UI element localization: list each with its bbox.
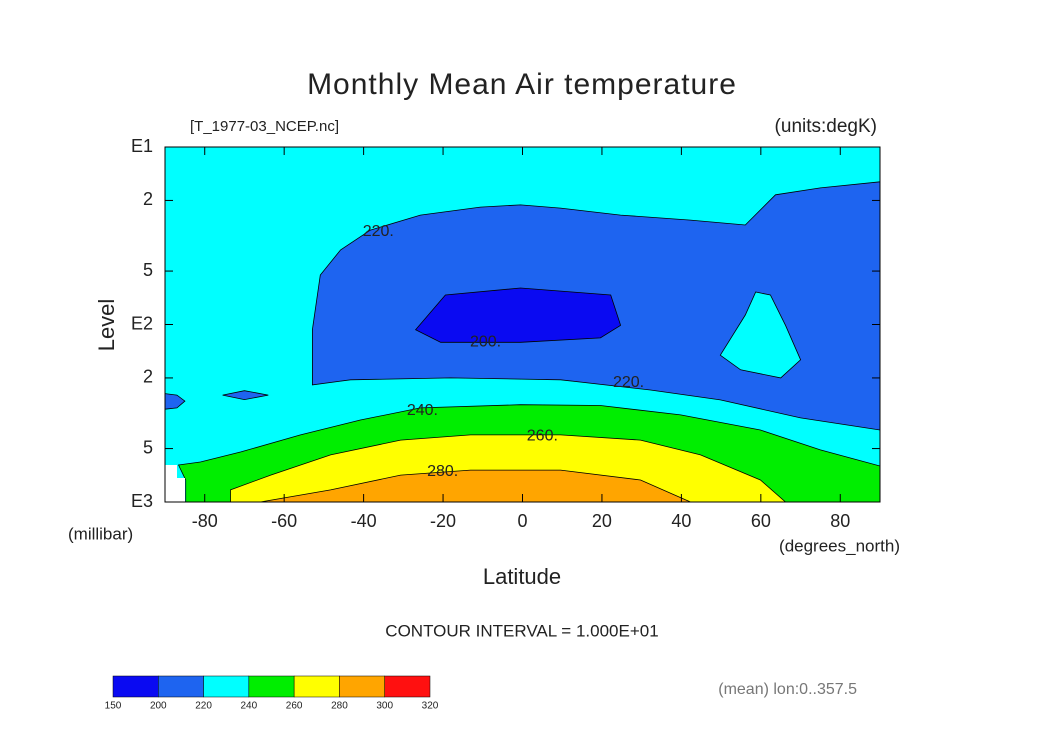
x-tick-label: 40 [671,511,691,531]
colorbar-box [248,675,295,698]
x-tick-label: 0 [517,511,527,531]
colorbar-box [293,675,340,698]
file-label: [T_1977-03_NCEP.nc] [190,118,339,135]
contour-label: 280. [427,463,458,480]
y-tick-label: 5 [143,437,153,457]
colorbar-label: 240 [241,701,258,712]
colorbar-box [339,675,385,698]
colorbar-box [203,675,250,698]
colorbar-label: 300 [376,701,393,712]
y-tick-label: 2 [143,367,153,387]
y-tick-label: 2 [143,189,153,209]
y-tick-label: 5 [143,260,153,280]
colorbar-box [112,675,159,698]
x-axis-label: Latitude [483,564,561,589]
contour-label: 220. [363,223,394,240]
contour-fill [165,147,880,502]
contour-region [260,469,691,502]
colorbar-label: 200 [150,701,167,712]
colorbar-box [158,675,204,698]
colorbar-label: 320 [422,701,439,712]
y-tick-label: E1 [131,136,153,156]
colorbar-label: 150 [105,701,122,712]
x-tick-label: 60 [751,511,771,531]
contour-label: 260. [527,428,558,445]
contour-region [719,291,802,379]
footnote: (mean) lon:0..357.5 [718,681,857,698]
colorbar-box [384,675,431,698]
contour-interval: CONTOUR INTERVAL = 1.000E+01 [385,621,658,640]
contour-region [165,393,186,410]
colorbar-label: 280 [331,701,348,712]
contour-label: 200. [470,334,501,351]
x-units: (degrees_north) [779,536,900,555]
x-tick-label: -80 [192,511,218,531]
y-axis-label: Level [94,299,119,352]
x-tick-label: -20 [430,511,456,531]
contour-region [222,390,269,401]
chart-title: Monthly Mean Air temperature [307,68,737,101]
contour-label: 240. [407,402,438,419]
missing-data [165,465,185,502]
y-tick-label: E2 [131,313,153,333]
colorbar-label: 260 [286,701,303,712]
x-tick-label: -40 [351,511,377,531]
x-tick-label: -60 [271,511,297,531]
x-tick-label: 80 [830,511,850,531]
y-units: (millibar) [68,524,133,543]
x-tick-label: 20 [592,511,612,531]
contour-region [414,287,622,343]
y-tick-label: E3 [131,491,153,511]
contour-label: 220. [613,374,644,391]
colorbar-label: 220 [195,701,212,712]
units-label: (units:degK) [775,116,877,137]
